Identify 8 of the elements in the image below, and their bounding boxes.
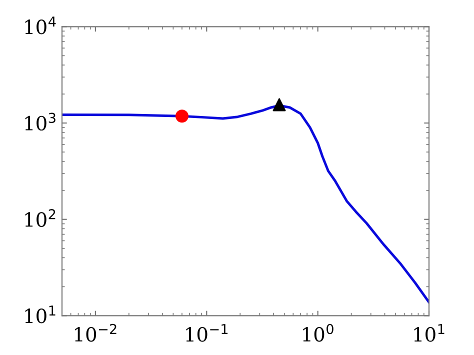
y-tick-label: 10$^{3}$ (25, 112, 56, 131)
x-tick-label: 10$^{0}$ (303, 324, 334, 342)
x-tick-label: 10$^{1}$ (414, 324, 444, 342)
y-tick-label: 10$^{1}$ (25, 306, 56, 324)
y-tick-label: 10$^{2}$ (25, 209, 56, 227)
x-tick-label: 10$^{−1}$ (186, 324, 228, 342)
x-tick-label: 10$^{−2}$ (74, 324, 116, 342)
y-tick-label: 10$^{4}$ (25, 16, 56, 34)
